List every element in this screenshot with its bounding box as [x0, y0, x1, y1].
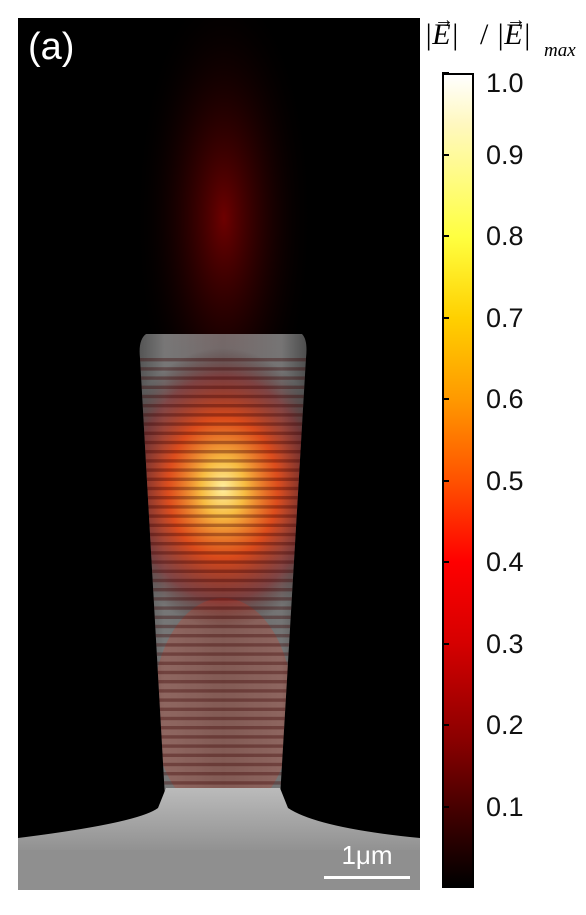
colorbar-tick-mark	[442, 235, 449, 237]
pillar-structure	[139, 334, 307, 798]
svg-text:→: →	[434, 9, 454, 31]
colorbar-tick-label: 0.4	[486, 547, 524, 577]
colorbar-tick-mark	[442, 642, 449, 645]
scale-bar-label: 1μm	[341, 840, 393, 870]
colorbar-tick-mark	[442, 561, 449, 563]
colorbar-title: |E| → / |E| → max	[424, 9, 576, 61]
colorbar-tick-mark	[442, 316, 449, 319]
colorbar-title-slash: /	[480, 18, 489, 51]
dbr-layers	[139, 358, 307, 794]
colorbar-tick-label: 0.9	[486, 139, 524, 170]
colorbar-tick-label: 0.6	[486, 384, 524, 414]
colorbar-tick-label: 0.3	[486, 628, 524, 659]
colorbar-tick-mark	[442, 72, 449, 74]
colorbar	[442, 73, 474, 888]
colorbar-title-denominator: |E|	[496, 18, 531, 51]
colorbar-tick-label: 1.0	[486, 68, 524, 98]
colorbar-title-numerator: |E|	[424, 18, 459, 51]
scale-bar	[324, 876, 410, 879]
colorbar-tick-mark	[442, 479, 449, 482]
colorbar-tick-label: 0.1	[486, 791, 524, 822]
colorbar-tick-mark	[442, 398, 449, 400]
colorbar-tick-label: 0.7	[486, 302, 524, 333]
colorbar-tick-mark	[442, 153, 449, 156]
colorbar-tick-label: 0.2	[486, 710, 524, 740]
panel-label: (a)	[28, 26, 75, 68]
substrate-floor	[18, 850, 420, 890]
svg-text:→: →	[506, 9, 526, 31]
colorbar-tick-label: 0.8	[486, 221, 524, 251]
colorbar-tick-label: 0.5	[486, 465, 524, 496]
colorbar-tick-mark	[442, 724, 449, 726]
field-image	[18, 18, 420, 890]
colorbar-title-subscript: max	[544, 40, 576, 61]
field-hotspot	[139, 348, 307, 628]
colorbar-tick-mark	[442, 805, 449, 808]
